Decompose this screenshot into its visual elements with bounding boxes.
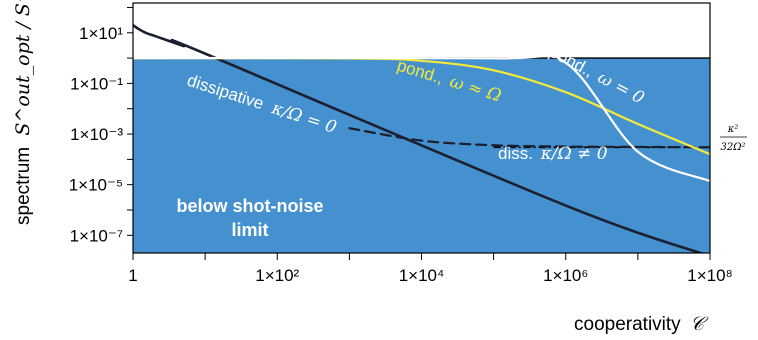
x-axis-label: cooperativity 𝒞: [574, 313, 709, 335]
y-tick-label: 1×10⁻³: [70, 125, 123, 144]
x-axis-label-symbol: 𝒞: [690, 313, 709, 335]
region-label-line1: below shot-noise: [176, 196, 323, 216]
y-tick-label: 1×10⁻⁷: [70, 226, 123, 245]
x-axis-label-text: cooperativity: [574, 314, 681, 335]
series-dissipative: [133, 23, 705, 253]
x-tick-label: 1: [128, 266, 137, 285]
reference-label-numerator: κ²: [727, 124, 739, 135]
region-label-line2: limit: [231, 220, 268, 240]
plot-area: [132, 2, 711, 254]
shaded-region-below-shot-noise: [133, 58, 710, 253]
y-tick-label: 1×10⁻¹: [70, 74, 123, 93]
x-axis-ticks: 1 1×10² 1×10⁴ 1×10⁶ 1×10⁸: [128, 253, 733, 285]
y-axis-label-symbol: S^out_opt / S^out_SN: [12, 0, 34, 136]
series-layer: [133, 23, 710, 253]
y-axis-label: spectrum S^out_opt / S^out_SN: [12, 0, 34, 225]
x-tick-label: 1×10⁶: [543, 266, 588, 285]
x-tick-label: 1×10²: [255, 266, 299, 285]
y-axis-ticks: 1×10¹ 1×10⁻¹ 1×10⁻³ 1×10⁻⁵ 1×10⁻⁷: [69, 6, 133, 245]
annotation-diss-math: κ/Ω ≠ 0: [540, 144, 608, 164]
y-axis-label-text: spectrum: [13, 147, 34, 225]
reference-label-denominator: 32Ω²: [720, 142, 745, 153]
x-tick-label: 1×10⁸: [687, 266, 732, 285]
reference-line-label: κ² 32Ω²: [720, 124, 747, 153]
y-tick-label: 1×10¹: [79, 24, 123, 43]
y-tick-label: 1×10⁻⁵: [69, 176, 123, 195]
x-tick-label: 1×10⁴: [399, 266, 445, 285]
series-diss-nonzero: [348, 127, 710, 149]
series-pond-zero: [133, 53, 710, 183]
annotation-diss: diss. κ/Ω ≠ 0: [498, 144, 608, 164]
annotation-diss-text: diss.: [498, 144, 533, 163]
